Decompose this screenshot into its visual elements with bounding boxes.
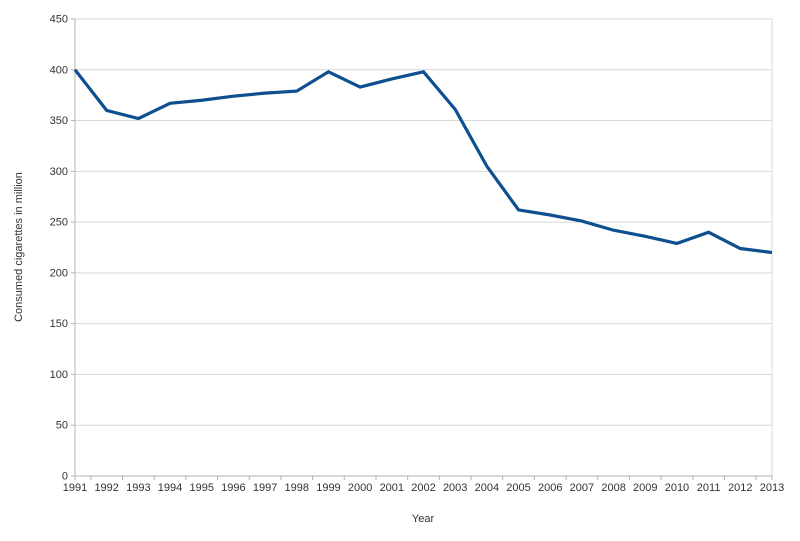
axes-group [71, 18, 773, 480]
y-tick-label: 450 [50, 14, 68, 26]
x-tick-label: 2012 [728, 482, 752, 494]
y-tick-label: 300 [50, 166, 68, 178]
data-series-group [73, 68, 773, 255]
y-tick-label: 100 [50, 369, 68, 381]
x-tick-label: 1995 [189, 482, 213, 494]
x-tick-label: 2009 [633, 482, 657, 494]
x-tick-label: 2008 [601, 482, 625, 494]
y-tick-label: 50 [56, 420, 68, 432]
x-tick-label: 2000 [348, 482, 372, 494]
x-tick-label: 1998 [285, 482, 309, 494]
x-tick-label: 1997 [253, 482, 277, 494]
tick-labels-group: 0 50 100 150 200 250 300 350 400 450 1991 1992 1993 1… [50, 14, 785, 495]
x-tick-label: 2002 [411, 482, 435, 494]
y-tick-label: 0 [62, 471, 68, 483]
x-tick-label: 1999 [316, 482, 340, 494]
x-tick-label: 2001 [380, 482, 404, 494]
data-line-series [73, 68, 773, 255]
x-tick-label: 1992 [94, 482, 118, 494]
gridlines-group [75, 18, 772, 426]
x-tick-label: 2003 [443, 482, 467, 494]
x-tick-label: 2004 [475, 482, 499, 494]
x-tick-label: 2005 [506, 482, 530, 494]
x-tick-label: 2011 [697, 482, 721, 494]
x-tick-label: 2007 [570, 482, 594, 494]
y-tick-label: 200 [50, 267, 68, 279]
x-tick-label: 2013 [760, 482, 784, 494]
x-tick-label: 1991 [63, 482, 87, 494]
x-axis-title: Year [412, 513, 435, 525]
x-tick-label: 2010 [665, 482, 689, 494]
y-tick-label: 250 [50, 217, 68, 229]
x-tick-label: 1996 [221, 482, 245, 494]
x-tick-label: 2006 [538, 482, 562, 494]
x-tick-label: 1993 [126, 482, 150, 494]
y-tick-label: 350 [50, 115, 68, 127]
y-tick-label: 400 [50, 64, 68, 76]
x-tick-label: 1994 [158, 482, 182, 494]
y-axis-title: Consumed cigarettes in million [13, 172, 25, 322]
y-tick-label: 150 [50, 318, 68, 330]
